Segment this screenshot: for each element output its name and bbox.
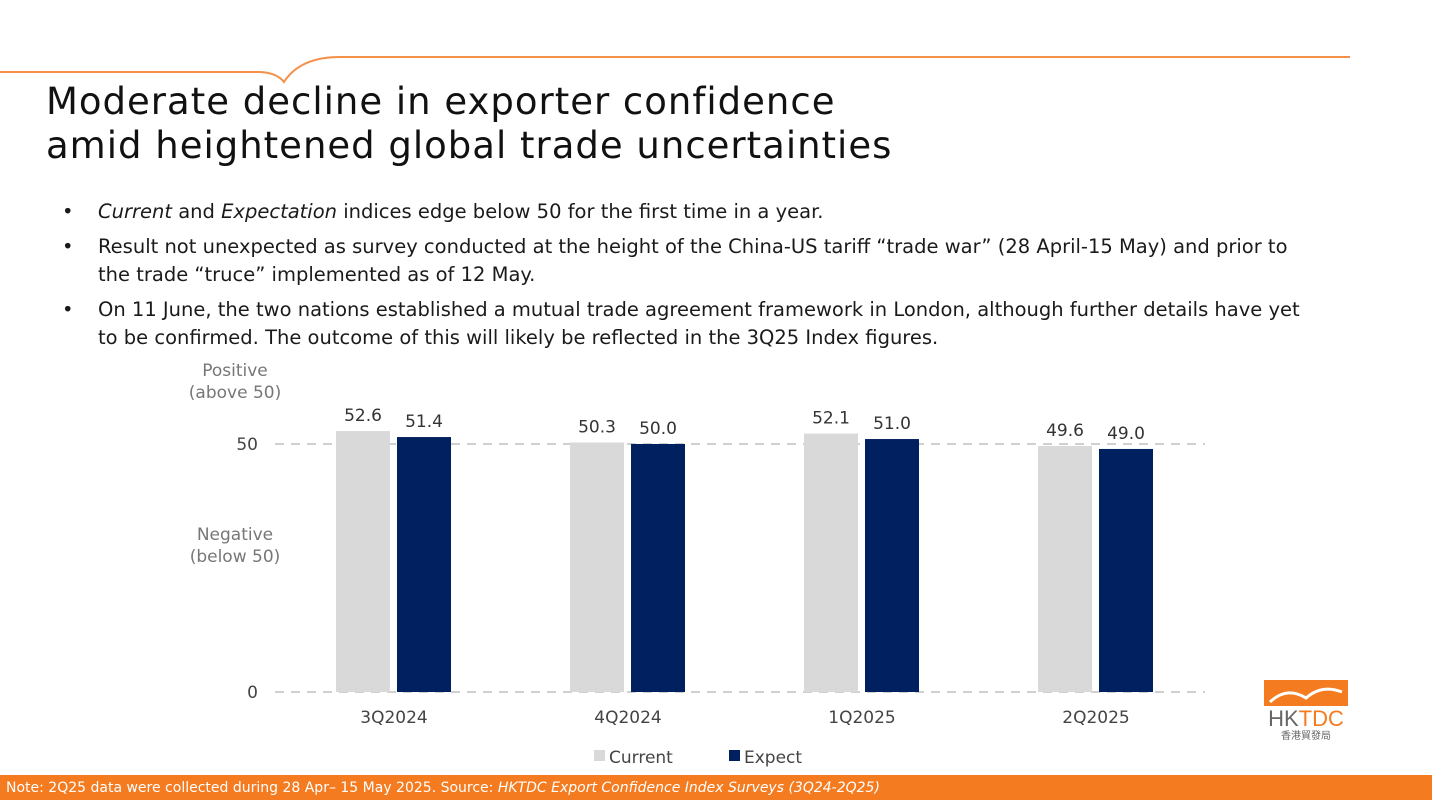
data-label: 51.0	[873, 414, 911, 434]
positive-annotation: Positive (above 50)	[170, 360, 300, 404]
data-label: 52.1	[812, 409, 850, 429]
bar-current	[336, 431, 390, 692]
legend-label-current: Current	[609, 748, 673, 768]
negative-sub-label: (below 50)	[189, 547, 281, 567]
bullet-text: and	[172, 200, 222, 223]
footer-bar: Note: 2Q25 data were collected during 28…	[0, 775, 1432, 800]
data-label: 51.4	[405, 412, 443, 432]
logo-text: HKTDC	[1268, 706, 1344, 731]
bar-expect	[631, 444, 685, 692]
hktdc-logo: HKTDC 香港貿發局	[1264, 680, 1348, 742]
y-tick-label: 0	[247, 683, 258, 703]
bullet-item: Result not unexpected as survey conducte…	[62, 233, 1322, 289]
positive-label: Positive	[202, 361, 268, 381]
y-tick-label: 50	[236, 435, 258, 455]
bar-current	[804, 433, 858, 692]
data-label: 49.6	[1046, 421, 1084, 441]
bullet-text: indices edge below 50 for the first time…	[337, 200, 824, 223]
footer-source: HKTDC Export Confidence Index Surveys (3…	[497, 780, 880, 796]
em-expectation: Expectation	[221, 200, 338, 223]
bullet-item: Current and Expectation indices edge bel…	[62, 198, 1322, 226]
negative-label: Negative	[196, 525, 274, 545]
legend-swatch-current	[594, 750, 605, 761]
negative-annotation: Negative (below 50)	[170, 524, 300, 568]
legend-swatch-expect	[729, 750, 740, 761]
bar-expect	[1099, 448, 1153, 692]
x-tick-label: 1Q2025	[828, 708, 895, 728]
bar-expect	[865, 439, 919, 692]
data-label: 52.6	[344, 406, 382, 426]
title-line-2: amid heightened global trade uncertainti…	[46, 124, 893, 167]
x-tick-label: 2Q2025	[1062, 708, 1129, 728]
legend-label-expect: Expect	[744, 748, 802, 768]
bar-current	[1038, 445, 1092, 692]
bullet-list: Current and Expectation indices edge bel…	[62, 198, 1322, 359]
bullet-item: On 11 June, the two nations established …	[62, 296, 1322, 352]
bar-current	[570, 442, 624, 692]
slide-title: Moderate decline in exporter confidence a…	[46, 80, 892, 168]
data-label: 50.0	[639, 419, 677, 439]
data-label: 50.3	[578, 418, 616, 438]
bar-expect	[397, 437, 451, 692]
data-label: 49.0	[1107, 424, 1145, 444]
footer-note: Note: 2Q25 data were collected during 28…	[6, 780, 498, 796]
x-tick-label: 4Q2024	[594, 708, 661, 728]
title-line-1: Moderate decline in exporter confidence	[46, 80, 836, 123]
x-tick-label: 3Q2024	[360, 708, 427, 728]
bar-chart: 0 50 52.6 51.4 3Q2024 50.3 50.0 4Q2024 52.1 51.0 1…	[236, 406, 1205, 768]
em-current: Current	[98, 200, 173, 223]
logo-subtext: 香港貿發局	[1281, 729, 1331, 742]
positive-sub-label: (above 50)	[188, 383, 282, 403]
